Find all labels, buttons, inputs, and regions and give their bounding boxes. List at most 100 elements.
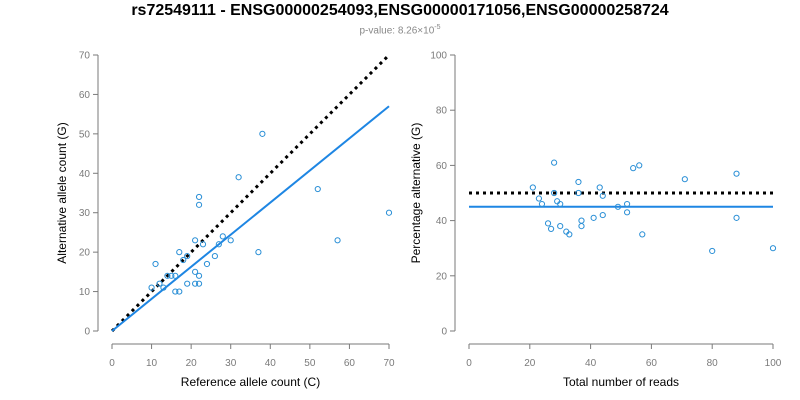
right-data-point — [538, 200, 546, 208]
right-x-tick-label: 20 — [524, 358, 536, 369]
right-data-point — [557, 223, 564, 230]
left-y-tick-label: 40 — [79, 169, 91, 180]
right-data-point — [578, 217, 585, 224]
p-value-text: p-value: 8.26×10 — [359, 25, 435, 37]
right-data-point — [551, 189, 558, 197]
left-y-tick-label: 0 — [84, 327, 90, 338]
right-x-tick-label: 100 — [765, 358, 782, 369]
right-y-tick-label: 20 — [436, 271, 448, 282]
left-x-tick-label: 70 — [383, 358, 395, 369]
left-data-point — [227, 237, 234, 244]
right-data-point — [636, 162, 643, 169]
left-data-point — [160, 284, 167, 291]
chart-title: rs72549111 - ENSG00000254093,ENSG0000017… — [131, 2, 669, 19]
right-data-point — [590, 214, 597, 221]
left-data-point — [164, 272, 171, 279]
left-data-point — [192, 268, 199, 275]
right-data-point — [596, 184, 603, 191]
right-data-point — [614, 203, 622, 210]
left-data-point — [180, 256, 187, 264]
left-x-axis-title: Reference allele count (C) — [181, 375, 320, 389]
left-data-point — [172, 272, 179, 279]
left-data-point — [255, 249, 262, 256]
right-data-point — [566, 231, 573, 238]
right-x-axis-title: Total number of reads — [563, 375, 679, 389]
left-x-tick-label: 10 — [146, 358, 158, 369]
left-x-tick-label: 20 — [186, 358, 198, 369]
right-data-point — [623, 200, 631, 208]
left-y-tick-label: 30 — [79, 208, 91, 219]
right-data-point — [639, 231, 646, 238]
left-data-point — [168, 272, 175, 279]
right-data-point — [575, 178, 582, 186]
right-data-point — [769, 245, 777, 252]
right-data-point — [623, 209, 631, 216]
left-data-point — [192, 237, 199, 244]
right-y-tick-label: 100 — [430, 51, 447, 62]
right-data-point — [709, 247, 716, 255]
left-data-point — [195, 193, 203, 201]
right-y-tick-label: 80 — [436, 106, 448, 117]
left-data-point — [152, 260, 159, 268]
right-y-axis-title: Percentage alternative (G) — [409, 123, 423, 264]
left-data-point — [203, 260, 211, 268]
left-data-point — [172, 288, 179, 295]
left-x-tick-label: 0 — [109, 358, 115, 369]
left-data-point — [385, 209, 393, 216]
left-fit-line — [111, 105, 390, 332]
left-data-point — [215, 241, 222, 248]
left-x-tick-label: 60 — [344, 358, 356, 369]
right-data-point — [535, 195, 543, 202]
right-data-point — [630, 165, 637, 172]
left-data-point — [176, 288, 183, 295]
left-y-tick-label: 50 — [79, 129, 91, 140]
right-data-point — [575, 189, 582, 197]
right-x-tick-label: 40 — [585, 358, 597, 369]
left-data-point — [219, 233, 226, 240]
left-data-point — [259, 130, 266, 137]
left-y-tick-label: 60 — [79, 90, 91, 101]
right-x-tick-label: 0 — [466, 358, 472, 369]
right-data-point — [733, 214, 740, 221]
left-data-point — [334, 237, 341, 244]
left-y-tick-label: 10 — [79, 287, 91, 298]
left-data-point — [195, 201, 203, 208]
left-data-point — [211, 252, 218, 260]
left-x-tick-label: 40 — [265, 358, 277, 369]
right-data-point — [529, 184, 536, 191]
left-data-point — [184, 252, 191, 260]
left-x-tick-label: 30 — [225, 358, 237, 369]
left-data-point — [184, 280, 191, 287]
right-y-tick-label: 60 — [436, 161, 448, 172]
left-data-point — [195, 280, 203, 287]
left-data-point — [314, 185, 321, 193]
right-data-point — [578, 223, 585, 230]
chart-subtitle: p-value: 8.26×10-5 — [0, 24, 800, 36]
right-y-tick-label: 0 — [441, 327, 447, 338]
left-reference-line — [110, 53, 391, 333]
right-data-point — [547, 225, 555, 232]
left-y-axis-title: Alternative allele count (G) — [55, 122, 69, 263]
left-data-point — [192, 280, 199, 287]
right-data-point — [599, 192, 606, 199]
left-x-tick-label: 50 — [304, 358, 316, 369]
right-data-point — [557, 200, 564, 208]
p-value-exponent: -5 — [434, 24, 441, 31]
right-x-tick-label: 80 — [707, 358, 719, 369]
left-data-point — [148, 284, 155, 291]
right-data-point — [551, 159, 558, 166]
right-data-point — [599, 211, 606, 219]
right-x-tick-label: 60 — [646, 358, 658, 369]
left-data-point — [235, 174, 242, 181]
left-y-tick-label: 70 — [79, 51, 91, 62]
right-data-point — [681, 176, 688, 183]
left-data-point — [156, 280, 163, 287]
right-data-point — [733, 170, 740, 177]
left-data-point — [176, 249, 183, 256]
left-y-tick-label: 20 — [79, 248, 91, 259]
right-data-point — [544, 220, 552, 227]
left-data-point — [199, 241, 207, 248]
left-data-point — [195, 272, 203, 279]
right-y-tick-label: 40 — [436, 216, 448, 227]
